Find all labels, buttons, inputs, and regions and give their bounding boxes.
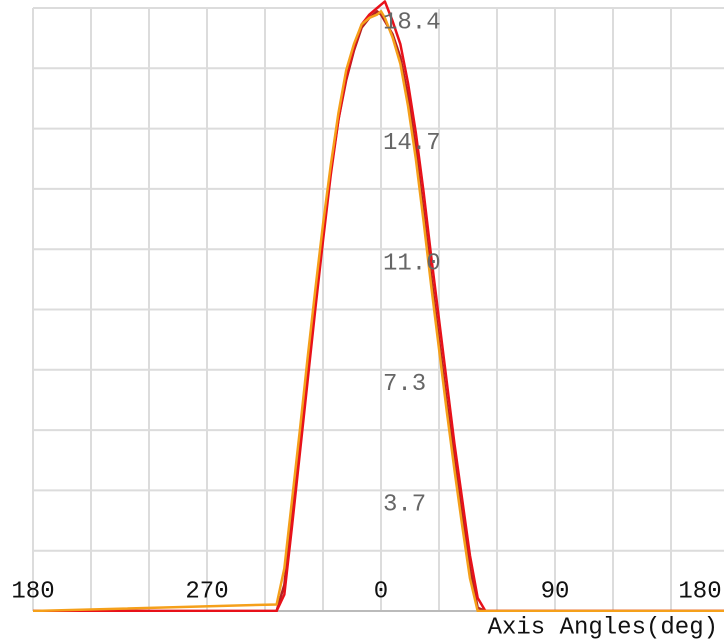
x-axis-label: Axis Angles(deg) <box>488 614 718 641</box>
grid <box>32 7 724 612</box>
y-tick-label: 3.7 <box>383 492 426 519</box>
x-tick-label: 90 <box>541 578 570 605</box>
series-line <box>33 0 724 612</box>
y-tick-label: 11.0 <box>383 251 441 278</box>
y-tick-label: 18.4 <box>383 9 441 36</box>
series-line <box>33 10 724 612</box>
labels: 3.7 7.3 11.0 14.7 18.4 180 270 0 90 180 <box>11 9 721 605</box>
y-tick-label: 7.3 <box>383 371 426 398</box>
x-tick-label: 0 <box>374 578 388 605</box>
lines <box>32 0 724 612</box>
series-line <box>32 10 724 612</box>
y-tick-label: 14.7 <box>383 130 441 157</box>
x-tick-label: 180 <box>11 578 54 605</box>
x-tick-label: 180 <box>678 578 721 605</box>
x-tick-label: 270 <box>185 578 228 605</box>
